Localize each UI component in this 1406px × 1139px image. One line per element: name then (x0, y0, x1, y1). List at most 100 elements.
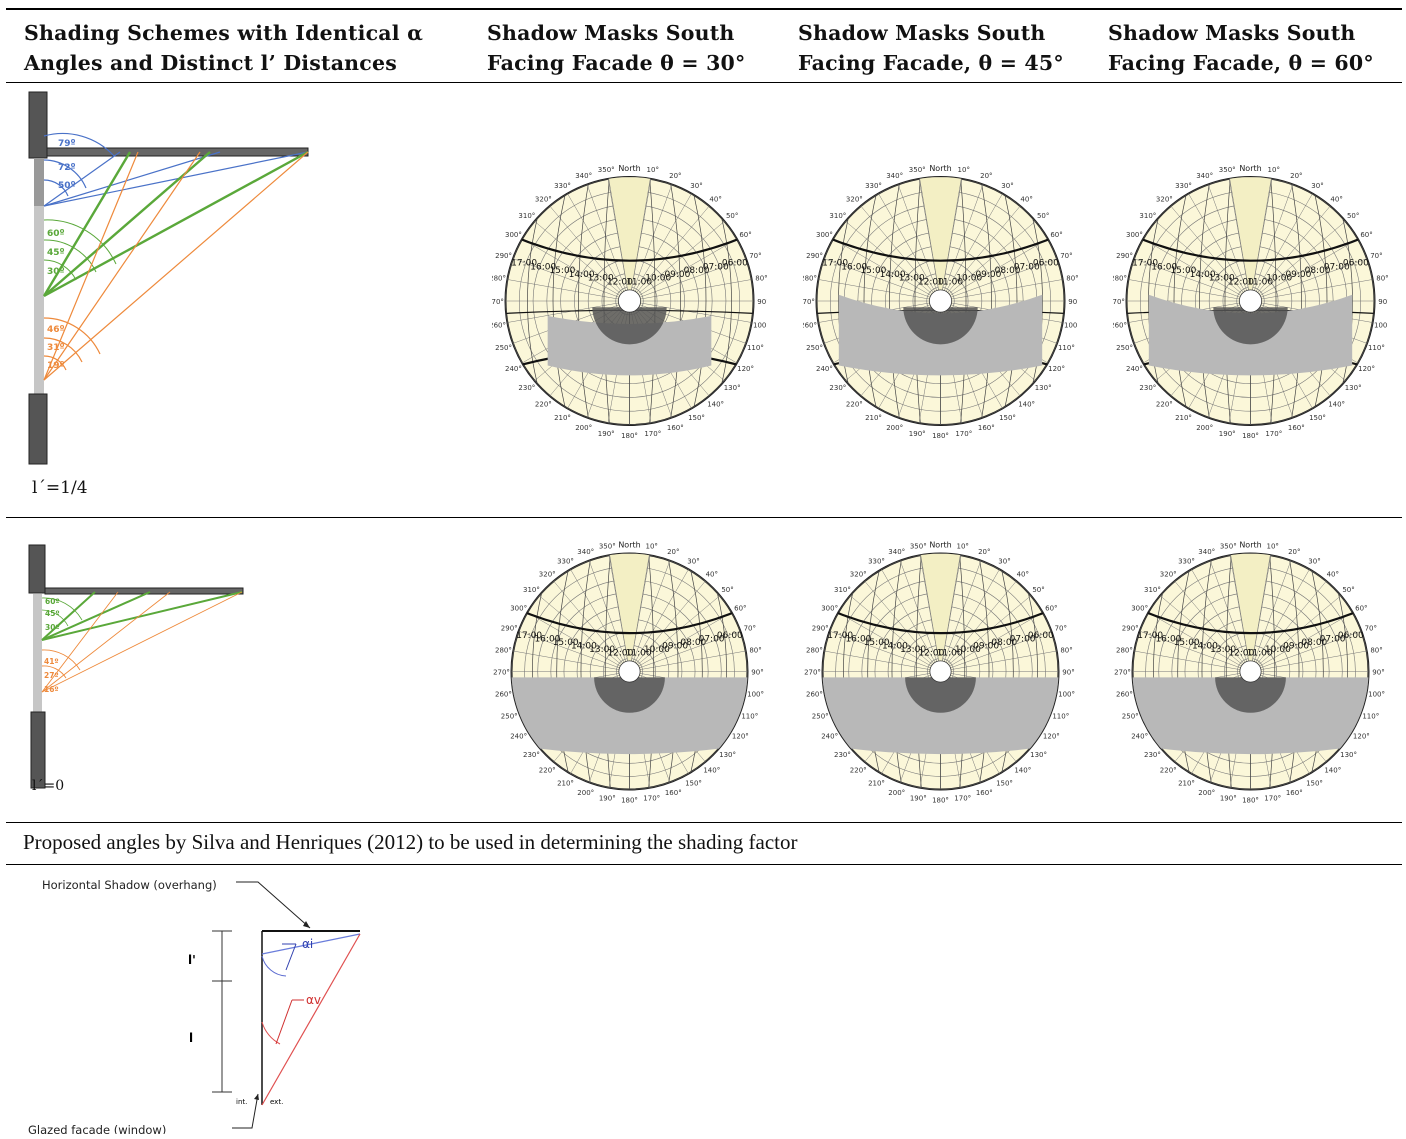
time-label: 06:00 (1343, 259, 1369, 269)
azimuth-label: 40° (709, 195, 721, 203)
azimuth-label: 50° (1032, 586, 1044, 594)
azimuth-label: 80° (1066, 275, 1078, 283)
azimuth-label: 60° (1360, 231, 1372, 239)
azimuth-label: 230° (1144, 751, 1161, 759)
azimuth-label: 170° (1265, 430, 1282, 438)
azimuth-label: 50° (1347, 212, 1359, 220)
north-label: North (929, 541, 951, 550)
time-label: 10:00 (644, 645, 670, 655)
azimuth-label: 220° (1156, 401, 1173, 409)
angle-label-30: 30º (47, 267, 65, 277)
azimuth-label: 180° (1242, 432, 1259, 440)
time-label: 08:00 (1301, 638, 1327, 648)
azimuth-label: 250° (1116, 344, 1133, 352)
time-label: 17:00 (1132, 259, 1158, 269)
time-label: 17:00 (516, 631, 542, 641)
azimuth-label: 80° (1376, 275, 1388, 283)
time-label: 15:00 (1174, 638, 1200, 648)
time-label: 06:00 (1338, 631, 1364, 641)
azimuth-label: 230° (834, 751, 851, 759)
azimuth-label: 270° (1113, 298, 1125, 306)
azimuth-label: 170° (955, 430, 972, 438)
azimuth-label: 320° (850, 570, 867, 578)
azimuth-label: 100° (1064, 321, 1078, 329)
ext-label: ext. (270, 1098, 283, 1106)
time-label: 11:00 (626, 649, 652, 659)
time-label: 09:00 (973, 641, 999, 651)
azimuth-label: 160° (978, 424, 995, 432)
time-label: 10:00 (645, 274, 671, 284)
azimuth-label: 40° (1017, 570, 1029, 578)
azimuth-label: 250° (812, 712, 829, 720)
azimuth-label: 130° (724, 384, 741, 392)
time-label: 17:00 (1137, 631, 1163, 641)
azimuth-label: 130° (1030, 751, 1047, 759)
time-label: 08:00 (991, 638, 1017, 648)
azimuth-label: 200° (1198, 789, 1215, 797)
azimuth-label: 20° (978, 548, 990, 556)
time-label: 08:00 (995, 266, 1021, 276)
time-label: 11:00 (937, 649, 963, 659)
azimuth-label: 280° (495, 646, 512, 654)
azimuth-label: 350° (599, 542, 616, 550)
azimuth-label: 150° (999, 414, 1016, 422)
azimuth-label: 40° (1327, 570, 1339, 578)
azimuth-label: 120° (1358, 365, 1375, 373)
shading-scheme-l-quarter: 79º 72º 50º 60º 45º 30º 46º 31º 19º (28, 91, 309, 465)
time-label: 11:00 (1247, 649, 1273, 659)
time-label: 15:00 (549, 266, 575, 276)
azimuth-label: 270° (493, 669, 510, 677)
shading-scheme-l-zero: 60º 45º 30º 41º 27º 16º (28, 544, 244, 789)
angle-label-72: 72º (58, 163, 76, 173)
azimuth-label: 310° (523, 586, 540, 594)
azimuth-label: 280° (1113, 275, 1127, 283)
azimuth-label: 140° (1324, 767, 1341, 775)
azimuth-label: 200° (886, 424, 903, 432)
azimuth-label: 50° (726, 212, 738, 220)
angle-definition-diagram: Horizontal Shadow (overhang) αi αv l' l … (28, 878, 361, 1134)
time-label: 14:00 (1192, 641, 1218, 651)
azimuth-label: 330° (554, 182, 571, 190)
azimuth-label: 40° (1020, 195, 1032, 203)
header-theta-60: Shadow Masks South Facing Facade, θ = 60° (1108, 21, 1374, 75)
azimuth-label: 290° (806, 252, 823, 260)
angle-label-50: 50º (58, 181, 76, 191)
time-label: 06:00 (1033, 259, 1059, 269)
azimuth-label: 150° (685, 779, 702, 787)
azimuth-label: 220° (1160, 767, 1177, 775)
azimuth-label: 60° (1045, 605, 1057, 613)
angle-label-46: 46º (47, 325, 65, 335)
time-label: 10:00 (955, 645, 981, 655)
azimuth-label: 170° (643, 795, 660, 803)
azimuth-label: 70° (744, 625, 756, 633)
azimuth-label: 190° (909, 430, 926, 438)
azimuth-label: 210° (1175, 414, 1192, 422)
azimuth-label: 120° (732, 733, 749, 741)
azimuth-label: 240° (816, 365, 833, 373)
time-label: 15:00 (860, 266, 886, 276)
time-label: 07:00 (1014, 262, 1040, 272)
figure-caption: Proposed angles by Silva and Henriques (… (23, 830, 798, 854)
azimuth-label: 140° (1014, 767, 1031, 775)
azimuth-label: 220° (846, 401, 863, 409)
azimuth-label: 130° (1345, 384, 1362, 392)
azimuth-label: 330° (1178, 558, 1195, 566)
azimuth-label: 100° (753, 321, 767, 329)
time-label: 12:00 (607, 277, 633, 287)
azimuth-label: 260° (1116, 691, 1133, 699)
azimuth-label: 320° (1160, 570, 1177, 578)
azimuth-label: 10° (647, 166, 659, 174)
azimuth-label: 140° (1328, 401, 1345, 409)
azimuth-label: 110° (747, 344, 764, 352)
time-label: 13:00 (899, 274, 925, 284)
azimuth-label: 190° (599, 795, 616, 803)
header-shading-schemes: Shading Schemes with Identical α Angles a… (24, 21, 424, 75)
time-label: 08:00 (1305, 266, 1331, 276)
azimuth-label: 210° (868, 779, 885, 787)
azimuth-label: 310° (834, 586, 851, 594)
azimuth-label: 140° (1018, 401, 1035, 409)
time-label: 14:00 (571, 641, 597, 651)
azimuth-label: 160° (667, 424, 684, 432)
azimuth-label: 70° (1055, 625, 1067, 633)
azimuth-label: 180° (932, 797, 949, 804)
